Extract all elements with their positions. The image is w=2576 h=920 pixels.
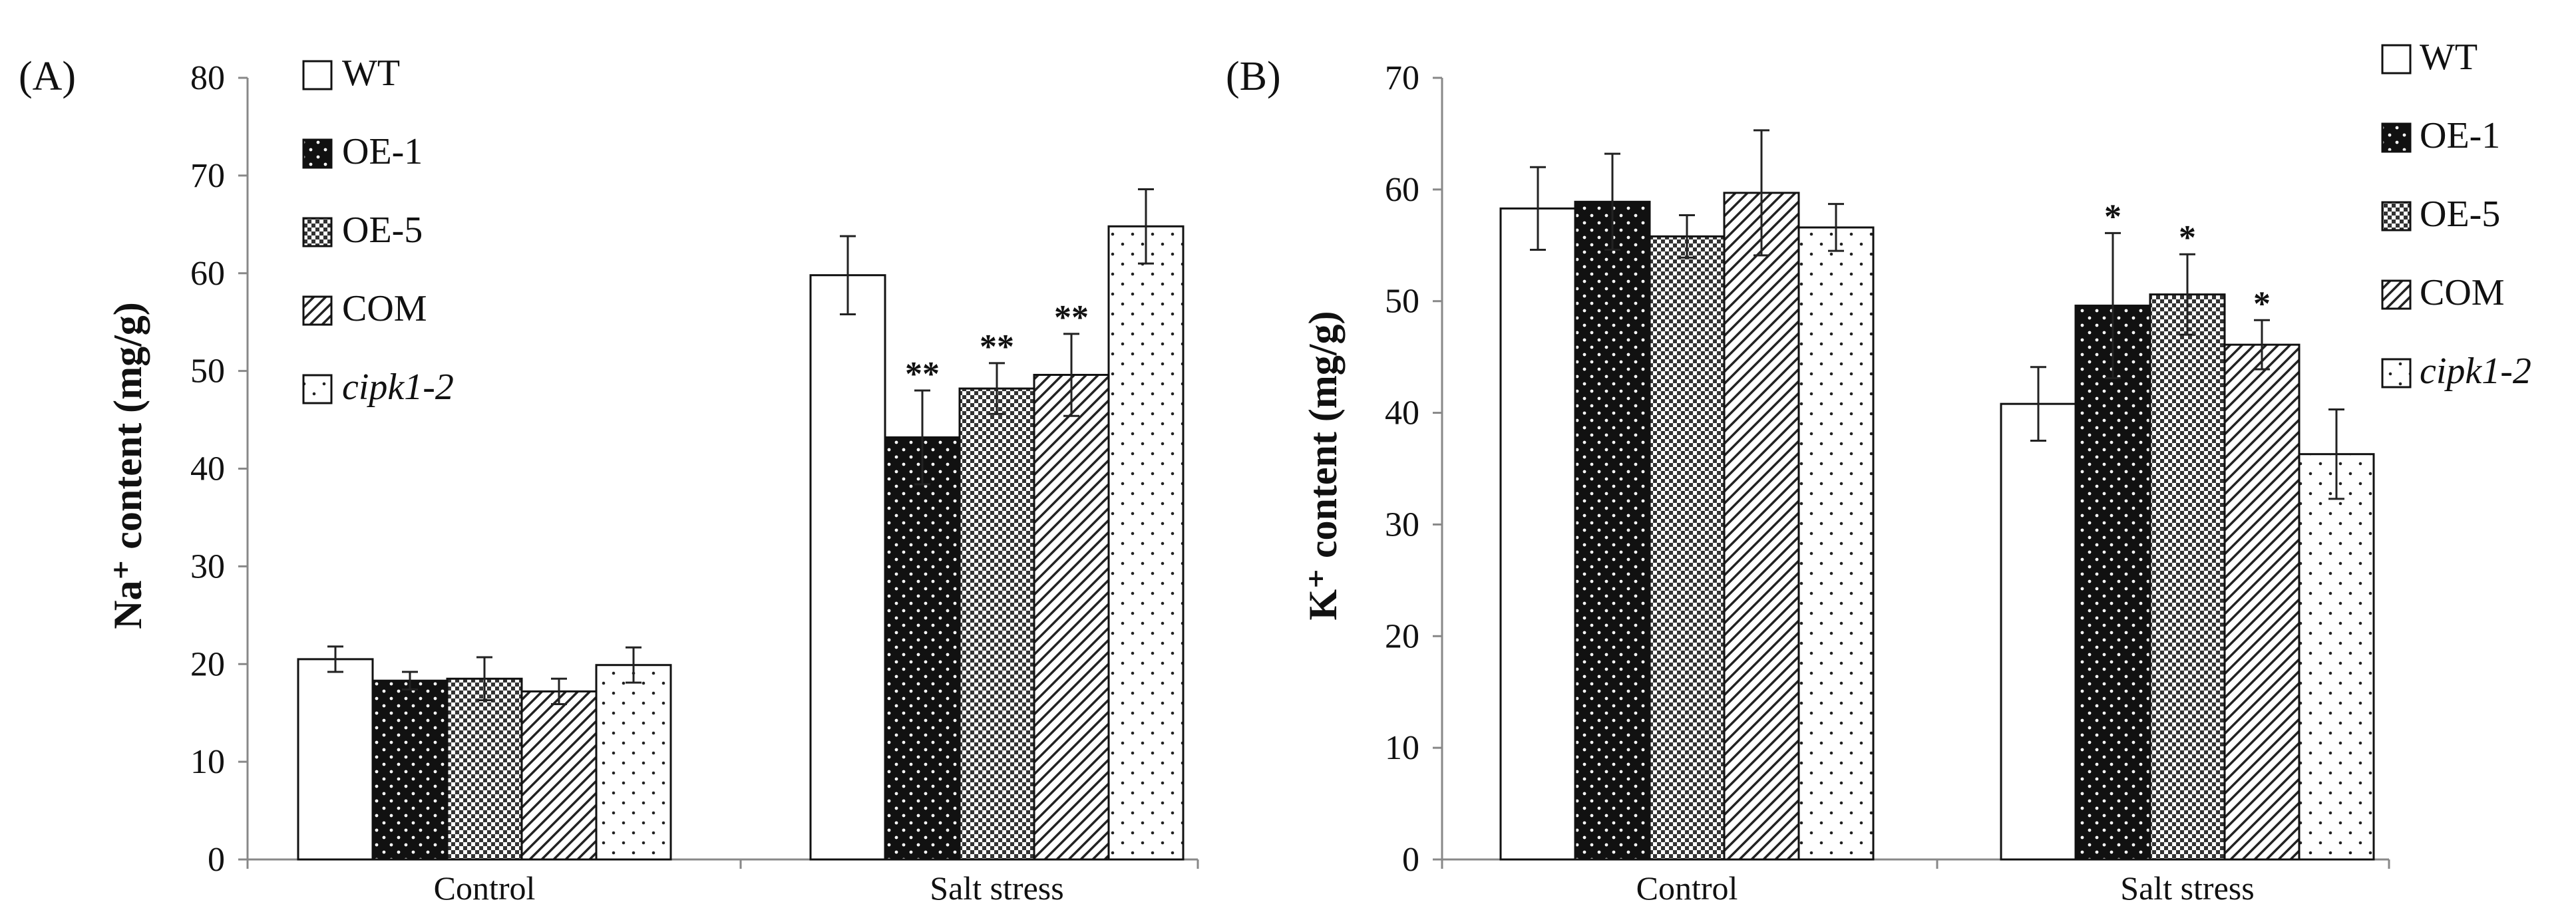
legend-swatch-cipk1-2 xyxy=(2381,358,2412,388)
bar-cipk1-2-Control xyxy=(1797,226,1875,861)
legend-swatch-WT xyxy=(302,60,333,90)
y-tick-label: 40 xyxy=(1385,394,1419,432)
panel-label-a: (A) xyxy=(19,54,76,99)
bar-OE-5-Salt stress xyxy=(958,387,1035,861)
x-category-label: Salt stress xyxy=(2120,869,2254,907)
legend-label-COM: COM xyxy=(342,288,427,329)
y-tick-label: 50 xyxy=(1385,283,1419,321)
bar-WT-Control xyxy=(297,658,374,861)
y-tick-label: 30 xyxy=(190,547,225,585)
bar-OE-1-Salt stress xyxy=(884,436,961,861)
y-tick-label: 10 xyxy=(1385,729,1419,767)
legend-swatch-OE-1 xyxy=(2381,122,2412,153)
y-tick-label: 60 xyxy=(190,255,225,293)
y-tick-label: 0 xyxy=(1402,841,1419,879)
y-tick-label: 0 xyxy=(208,841,225,879)
bar-COM-Control xyxy=(520,690,598,861)
legend-label-WT: WT xyxy=(2420,37,2478,78)
significance-marker: * xyxy=(2179,219,2196,257)
bar-COM-Salt stress xyxy=(2223,343,2300,861)
bar-OE-1-Control xyxy=(371,679,449,861)
significance-marker: * xyxy=(2253,285,2271,323)
legend-label-OE-5: OE-5 xyxy=(342,210,423,251)
chart-panel-b: (B) K⁺ content (mg/g) 0 10 20 30 40 50 60 70 Contr… xyxy=(1226,37,2531,907)
significance-marker: ** xyxy=(905,355,940,393)
legend-label-OE-1: OE-1 xyxy=(2420,115,2500,156)
y-tick-label: 10 xyxy=(190,743,225,781)
legend-swatch-WT xyxy=(2381,44,2412,75)
legend-swatch-COM xyxy=(2381,279,2412,310)
legend-label-cipk1-2: cipk1-2 xyxy=(2420,351,2531,392)
y-tick-label: 60 xyxy=(1385,171,1419,209)
bar-OE-5-Control xyxy=(446,677,523,861)
bar-cipk1-2-Salt stress xyxy=(2298,453,2375,861)
x-category-label: Control xyxy=(434,869,536,907)
y-axis-label-b: K⁺ content (mg/g) xyxy=(1301,311,1345,621)
bar-OE-1-Salt stress xyxy=(2074,304,2151,861)
y-tick-label: 70 xyxy=(1385,59,1419,97)
legend-swatch-cipk1-2 xyxy=(302,374,333,404)
panel-label-b: (B) xyxy=(1226,54,1281,99)
y-tick-label: 20 xyxy=(1385,617,1419,655)
legend-swatch-COM xyxy=(302,295,333,326)
legend-label-OE-1: OE-1 xyxy=(342,131,423,172)
significance-marker: ** xyxy=(1054,299,1089,337)
y-tick-label: 20 xyxy=(190,645,225,683)
x-category-label: Control xyxy=(1636,869,1738,907)
y-tick-label: 50 xyxy=(190,353,225,390)
bar-COM-Salt stress xyxy=(1033,374,1110,861)
bar-cipk1-2-Salt stress xyxy=(1107,225,1185,861)
y-tick-label: 80 xyxy=(190,59,225,97)
bar-cipk1-2-Control xyxy=(595,664,672,861)
bar-WT-Salt stress xyxy=(809,274,886,861)
bar-COM-Control xyxy=(1723,192,1800,861)
x-category-label: Salt stress xyxy=(930,869,1063,907)
y-tick-label: 30 xyxy=(1385,506,1419,543)
significance-marker: ** xyxy=(980,328,1014,366)
y-tick-label: 40 xyxy=(190,450,225,488)
legend-swatch-OE-1 xyxy=(302,138,333,169)
y-tick-label: 70 xyxy=(190,157,225,195)
legend-swatch-OE-5 xyxy=(302,217,333,247)
legend-label-COM: COM xyxy=(2420,272,2505,313)
significance-marker: * xyxy=(2104,198,2121,235)
bar-OE-1-Control xyxy=(1574,200,1651,861)
chart-panel-a: (A) Na⁺ content (mg/g) 0 10 20 30 40 50 60 70 80 Co… xyxy=(19,53,1199,907)
legend-swatch-OE-5 xyxy=(2381,201,2412,231)
legend-label-OE-5: OE-5 xyxy=(2420,194,2500,235)
legend-label-cipk1-2: cipk1-2 xyxy=(342,367,454,408)
legend-label-WT: WT xyxy=(342,53,400,94)
bar-OE-5-Salt stress xyxy=(2149,293,2226,861)
bar-OE-5-Control xyxy=(1648,235,1726,861)
bar-WT-Salt stress xyxy=(2000,402,2077,861)
y-axis-label-a: Na⁺ content (mg/g) xyxy=(106,302,150,629)
bar-WT-Control xyxy=(1499,207,1576,861)
